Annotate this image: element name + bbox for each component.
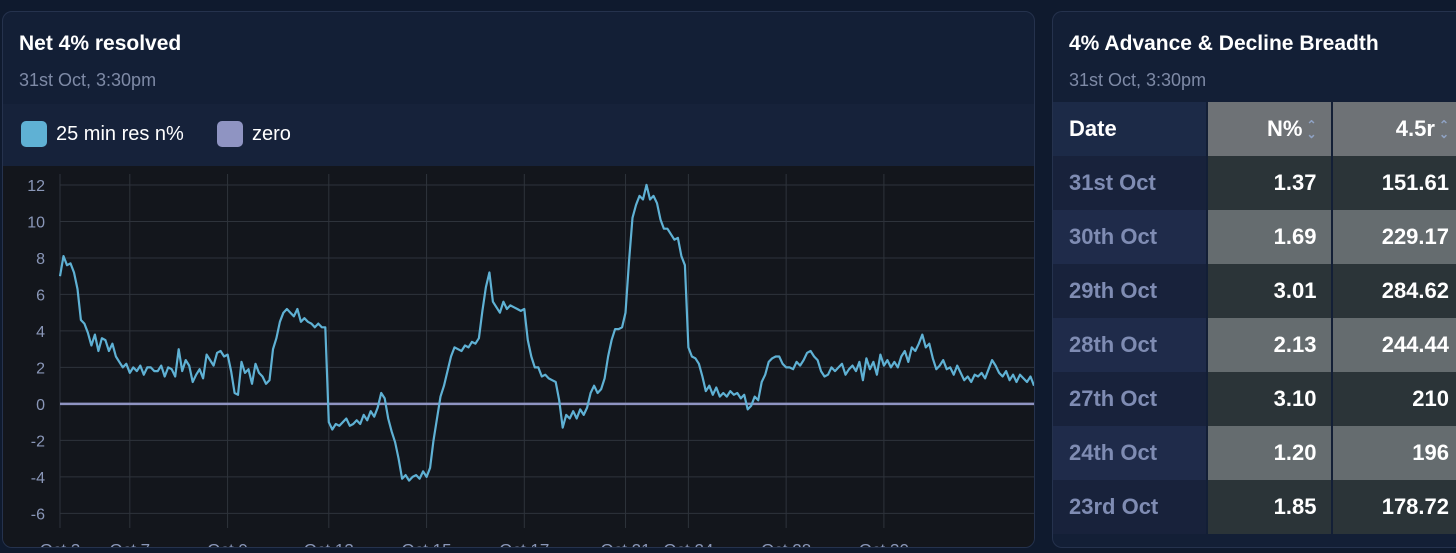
- row-date: 30th Oct: [1053, 210, 1208, 264]
- sort-icon[interactable]: ⌃ ⌄: [1306, 118, 1317, 142]
- x-tick-label: Oct 9: [207, 540, 248, 547]
- row-4-5r: 244.44: [1330, 318, 1456, 372]
- legend-label-zero: zero: [252, 122, 291, 145]
- row-date: 28th Oct: [1053, 318, 1208, 372]
- row-date: 29th Oct: [1053, 264, 1208, 318]
- column-header-date[interactable]: Date: [1053, 102, 1208, 156]
- row-n-percent: 2.13: [1206, 318, 1332, 372]
- row-date: 27th Oct: [1053, 372, 1208, 426]
- row-date: 24th Oct: [1053, 426, 1208, 480]
- column-header-4-5r[interactable]: 4.5r ⌃ ⌄: [1330, 102, 1456, 156]
- row-date: 31st Oct: [1053, 156, 1208, 210]
- line-chart-svg: 12 10 8 6 4 2 0 -2 -4 -6 Oct 3 Oct 7 Oct 9 Oct 13 Oct …: [27, 174, 1034, 547]
- y-tick-label: 10: [27, 214, 45, 231]
- legend-swatch-zero: [217, 121, 243, 147]
- x-tick-label: Oct 30: [859, 540, 909, 547]
- row-n-percent: 3.10: [1206, 372, 1332, 426]
- x-tick-label: Oct 21: [601, 540, 651, 547]
- y-tick-label: 4: [36, 324, 45, 341]
- x-tick-label: Oct 3: [40, 540, 81, 547]
- sort-icon[interactable]: ⌃ ⌄: [1438, 118, 1449, 142]
- row-n-percent: 3.01: [1206, 264, 1332, 318]
- x-tick-label: Oct 7: [110, 540, 151, 547]
- net-resolved-chart-panel: Net 4% resolved 31st Oct, 3:30pm 25 min …: [2, 11, 1035, 548]
- row-n-percent: 1.85: [1206, 480, 1332, 534]
- x-tick-label: Oct 17: [499, 540, 549, 547]
- y-tick-label: -2: [31, 433, 45, 450]
- legend-swatch-series: [21, 121, 47, 147]
- table-row[interactable]: 27th Oct 3.10 210: [1053, 372, 1456, 426]
- x-tick-label: Oct 24: [663, 540, 713, 547]
- y-tick-label: 2: [36, 360, 45, 377]
- legend-label-series: 25 min res n%: [56, 122, 184, 145]
- y-tick-label: 0: [36, 397, 45, 414]
- y-tick-label: -4: [31, 470, 45, 487]
- x-tick-label: Oct 13: [304, 540, 354, 547]
- row-n-percent: 1.69: [1206, 210, 1332, 264]
- row-4-5r: 151.61: [1330, 156, 1456, 210]
- table-row[interactable]: 29th Oct 3.01 284.62: [1053, 264, 1456, 318]
- chart-plot-area[interactable]: 12 10 8 6 4 2 0 -2 -4 -6 Oct 3 Oct 7 Oct 9 Oct 13 Oct …: [3, 166, 1034, 547]
- table-panel-title: 4% Advance & Decline Breadth: [1069, 32, 1379, 55]
- x-tick-label: Oct 28: [761, 540, 811, 547]
- column-header-n-percent[interactable]: N% ⌃ ⌄: [1206, 102, 1332, 156]
- breadth-table: Date N% ⌃ ⌄ 4.5r ⌃ ⌄ 31st Oct 1.37 151.61 30…: [1053, 102, 1456, 534]
- y-tick-label: 6: [36, 287, 45, 304]
- legend-item-zero[interactable]: zero: [217, 121, 291, 147]
- table-header-row: Date N% ⌃ ⌄ 4.5r ⌃ ⌄: [1053, 102, 1456, 156]
- chart-legend: 25 min res n% zero: [3, 104, 1034, 166]
- row-4-5r: 284.62: [1330, 264, 1456, 318]
- y-tick-label: 8: [36, 251, 45, 268]
- table-row[interactable]: 24th Oct 1.20 196: [1053, 426, 1456, 480]
- table-row[interactable]: 23rd Oct 1.85 178.72: [1053, 480, 1456, 534]
- breadth-table-panel: 4% Advance & Decline Breadth 31st Oct, 3…: [1052, 11, 1456, 548]
- row-4-5r: 196: [1330, 426, 1456, 480]
- table-row[interactable]: 28th Oct 2.13 244.44: [1053, 318, 1456, 372]
- y-tick-label: 12: [27, 178, 45, 195]
- y-tick-label: -6: [31, 506, 45, 523]
- row-date: 23rd Oct: [1053, 480, 1208, 534]
- resolved-series-line: [58, 183, 1034, 482]
- table-row[interactable]: 30th Oct 1.69 229.17: [1053, 210, 1456, 264]
- row-n-percent: 1.20: [1206, 426, 1332, 480]
- x-tick-label: Oct 15: [402, 540, 452, 547]
- row-4-5r: 178.72: [1330, 480, 1456, 534]
- legend-item-series[interactable]: 25 min res n%: [21, 121, 184, 147]
- row-4-5r: 210: [1330, 372, 1456, 426]
- row-n-percent: 1.37: [1206, 156, 1332, 210]
- chart-panel-timestamp: 31st Oct, 3:30pm: [19, 70, 157, 90]
- chart-panel-title: Net 4% resolved: [19, 32, 182, 55]
- table-row[interactable]: 31st Oct 1.37 151.61: [1053, 156, 1456, 210]
- table-panel-timestamp: 31st Oct, 3:30pm: [1069, 70, 1207, 90]
- row-4-5r: 229.17: [1330, 210, 1456, 264]
